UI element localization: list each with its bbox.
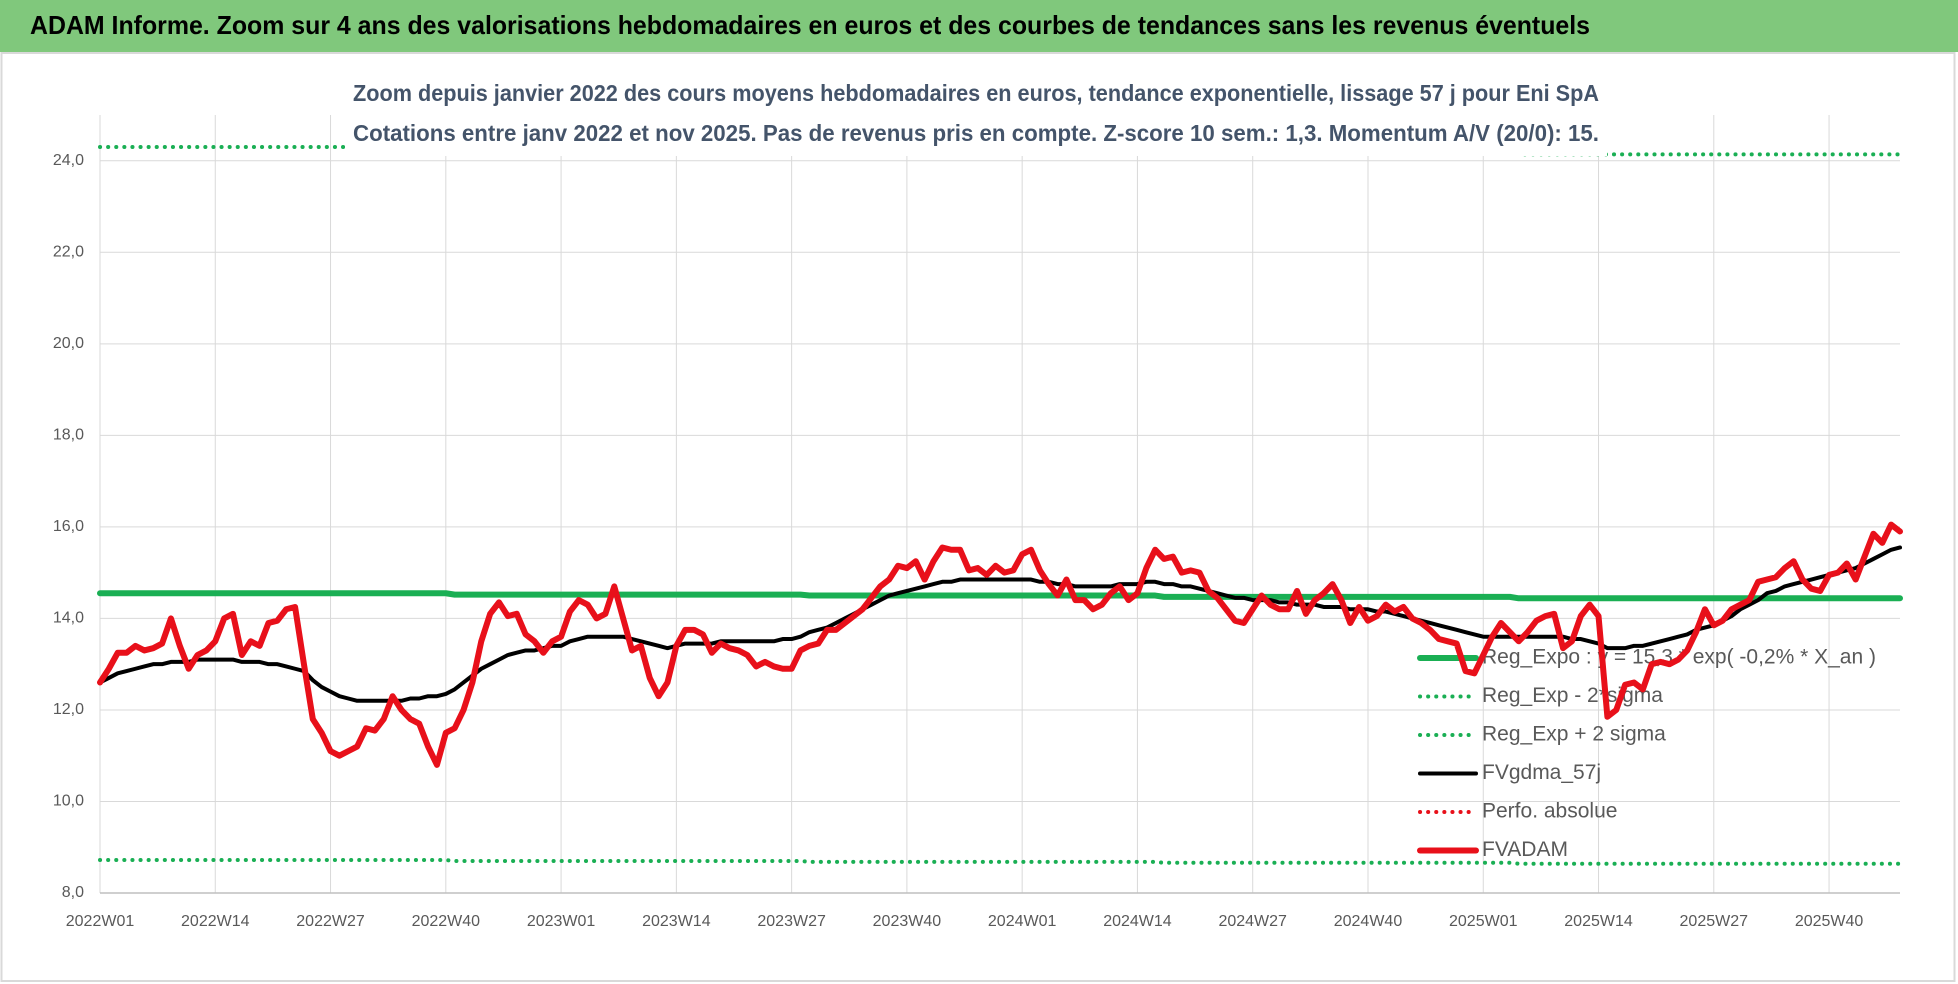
y-tick-label: 18,0 — [53, 427, 84, 444]
x-tick-label: 2023W27 — [757, 913, 826, 930]
y-tick-label: 22,0 — [53, 244, 84, 261]
y-tick-label: 24,0 — [53, 152, 84, 169]
y-tick-label: 10,0 — [53, 793, 84, 810]
legend-label: Reg_Exp + 2 sigma — [1482, 723, 1666, 746]
legend-label: Perfo. absolue — [1482, 800, 1617, 823]
y-tick-label: 16,0 — [53, 518, 84, 535]
legend-label: FVADAM — [1482, 838, 1568, 861]
x-tick-label: 2022W40 — [412, 913, 481, 930]
x-tick-label: 2024W27 — [1218, 913, 1287, 930]
x-tick-label: 2024W14 — [1103, 913, 1172, 930]
x-tick-label: 2024W01 — [988, 913, 1057, 930]
x-tick-label: 2025W40 — [1795, 913, 1864, 930]
y-tick-label: 8,0 — [62, 884, 84, 901]
chart-title: ADAM Informe. Zoom sur 4 ans des valoris… — [30, 10, 1590, 40]
x-tick-label: 2022W14 — [181, 913, 250, 930]
series-line — [97, 590, 1903, 602]
subtitle-backing — [345, 76, 1607, 156]
chart-subtitle: Zoom depuis janvier 2022 des cours moyen… — [353, 80, 1599, 106]
x-tick-label: 2025W01 — [1449, 913, 1518, 930]
legend-label: FVgdma_57j — [1482, 761, 1601, 784]
x-tick-label: 2023W01 — [527, 913, 596, 930]
y-tick-label: 14,0 — [53, 610, 84, 627]
chart-frame — [0, 52, 1956, 982]
y-tick-label: 12,0 — [53, 701, 84, 718]
series-line — [98, 858, 1902, 866]
series-line — [97, 521, 1903, 768]
header-band — [0, 0, 1958, 52]
chart-subtitle: Cotations entre janv 2022 et nov 2025. P… — [353, 120, 1599, 146]
x-tick-label: 2024W40 — [1334, 913, 1403, 930]
plot: 8,0 10,0 12,0 14,0 16,0 18,0 20,0 22,0 24,0 2022W… — [53, 76, 1903, 930]
x-tick-label: 2025W27 — [1680, 913, 1749, 930]
x-tick-label: 2025W14 — [1564, 913, 1633, 930]
x-tick-label: 2022W27 — [296, 913, 365, 930]
x-tick-label: 2023W40 — [873, 913, 942, 930]
x-tick-label: 2023W14 — [642, 913, 711, 930]
x-tick-label: 2022W01 — [66, 913, 135, 930]
y-tick-label: 20,0 — [53, 335, 84, 352]
